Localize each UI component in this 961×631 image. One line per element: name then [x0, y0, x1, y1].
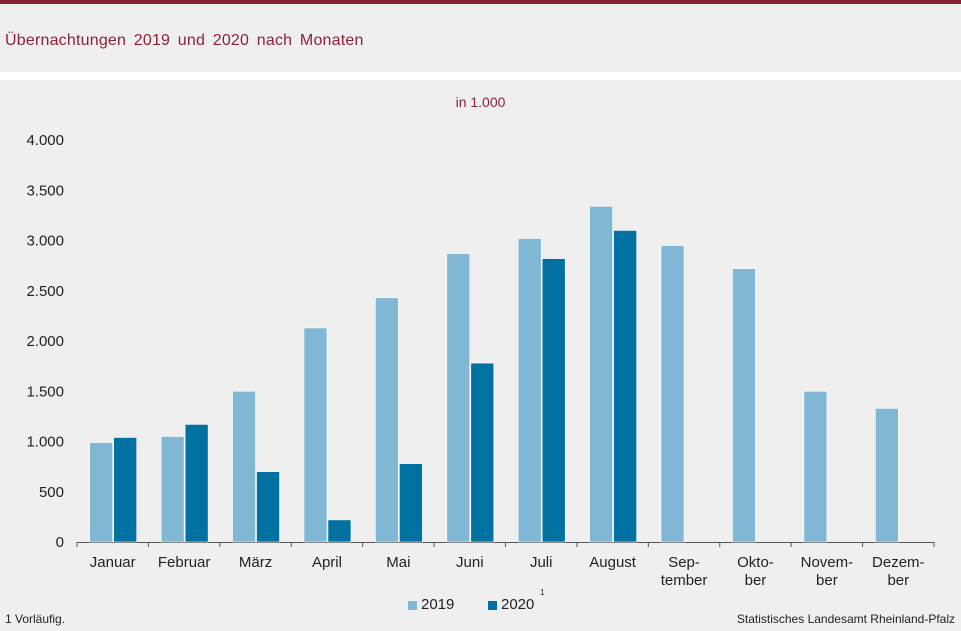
- x-tick-label: Juni: [456, 554, 484, 571]
- bar-2020: [470, 362, 495, 543]
- bar-2019: [446, 253, 471, 543]
- bar-2019: [375, 297, 399, 543]
- bar-2020: [113, 437, 138, 543]
- bar-2019: [303, 327, 328, 543]
- chart-title: Übernachtungen 2019 und 2020 nach Monate…: [5, 32, 364, 49]
- bar-2020: [541, 258, 566, 543]
- x-tick-label: April: [312, 554, 342, 571]
- legend-footnote-marker: 1: [540, 588, 545, 597]
- y-tick-label: 0: [56, 534, 64, 551]
- top-accent-bar: [0, 0, 961, 4]
- y-tick-label: 3.500: [26, 182, 64, 199]
- x-tick-label: Mai: [386, 554, 410, 571]
- bar-2020: [256, 471, 280, 543]
- bar-2020: [327, 519, 352, 543]
- bar-2019: [803, 390, 828, 543]
- x-tick-label: Novem-: [801, 554, 854, 571]
- x-tick-label: Januar: [90, 554, 136, 571]
- bar-2019: [732, 268, 756, 543]
- legend-label-2019: 2019: [421, 596, 455, 613]
- y-tick-label: 4.000: [26, 132, 64, 149]
- y-tick-label: 2.500: [26, 283, 64, 300]
- bar-2020: [399, 463, 423, 543]
- y-tick-label: 500: [39, 484, 64, 501]
- header-separator: [0, 72, 961, 80]
- legend-swatch-2020: [488, 601, 497, 610]
- bar-2020: [184, 424, 209, 543]
- chart-header: Übernachtungen 2019 und 2020 nach Monate…: [0, 4, 961, 72]
- y-tick-label: 1.000: [26, 434, 64, 451]
- x-tick-label: Februar: [158, 554, 211, 571]
- footnote: 1 Vorläufig.: [5, 612, 66, 626]
- bar-2019: [874, 408, 899, 543]
- x-tick-label: ber: [816, 572, 838, 589]
- source-note: Statistisches Landesamt Rheinland-Pfalz: [736, 612, 955, 626]
- bar-2020: [613, 230, 637, 543]
- x-tick-label: Dezem-: [872, 554, 925, 571]
- bar-2019: [517, 238, 542, 543]
- x-tick-label: ber: [745, 572, 767, 589]
- x-tick-label: Juli: [530, 554, 553, 571]
- x-tick-label: März: [239, 554, 272, 571]
- x-tick-label: ber: [887, 572, 909, 589]
- legend-label-2020: 2020: [501, 596, 535, 613]
- bar-2019: [660, 245, 685, 543]
- chart-legend: 2019 2020 1: [0, 588, 961, 614]
- chart-unit-subtitle: in 1.000: [455, 94, 506, 110]
- legend-swatch-2019: [408, 601, 417, 610]
- bar-2019: [160, 436, 185, 543]
- y-tick-label: 2.000: [26, 333, 64, 350]
- x-tick-label: August: [589, 554, 637, 571]
- x-tick-label: tember: [661, 572, 708, 589]
- bar-2019: [589, 206, 613, 543]
- x-tick-label: Sep-: [668, 554, 700, 571]
- x-tick-label: Okto-: [737, 554, 774, 571]
- bar-2019: [89, 442, 114, 543]
- y-tick-label: 1.500: [26, 383, 64, 400]
- bar-2019: [232, 390, 256, 543]
- y-tick-label: 3.000: [26, 233, 64, 250]
